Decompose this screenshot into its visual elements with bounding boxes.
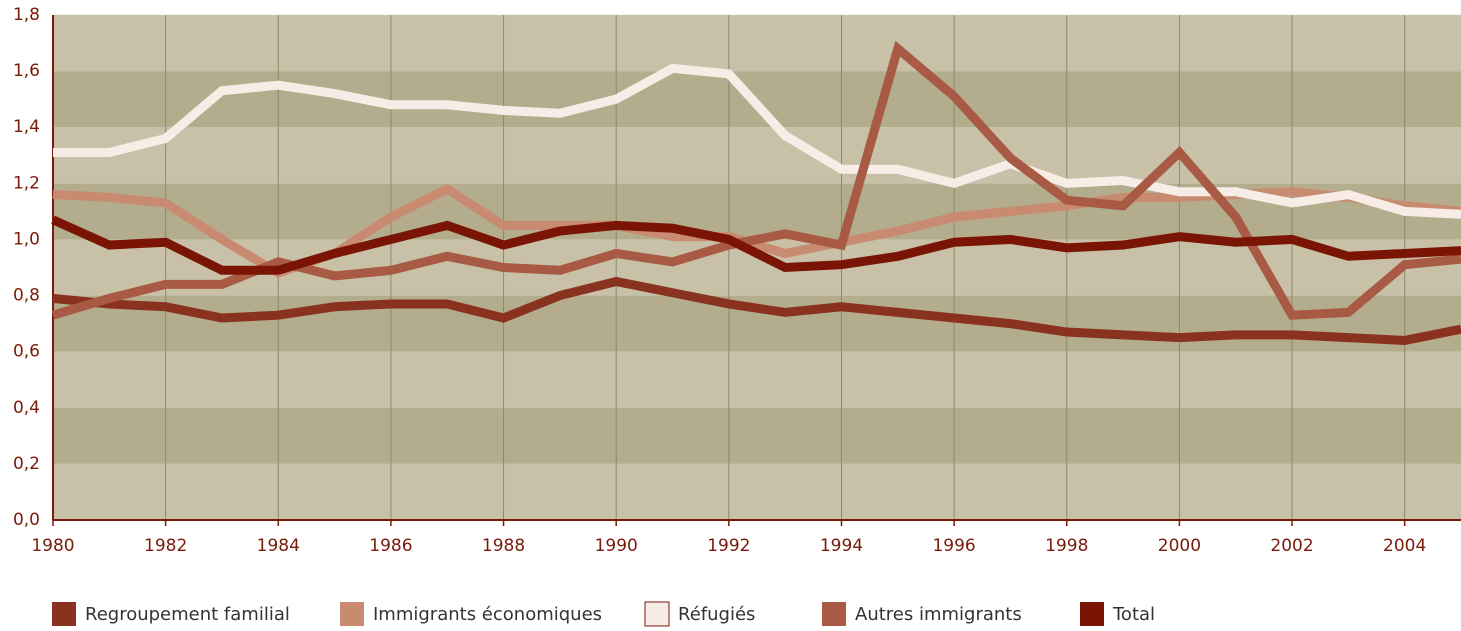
y-tick-label: 1,6 — [13, 61, 40, 81]
legend-item: Regroupement familial — [52, 602, 290, 626]
y-tick-label: 1,0 — [13, 229, 40, 249]
y-tick-label: 0,0 — [13, 510, 40, 530]
legend-swatch — [822, 602, 846, 626]
legend-swatch — [1080, 602, 1104, 626]
y-tick-label: 1,4 — [13, 117, 40, 137]
legend-item: Total — [1080, 602, 1155, 626]
x-tick-label: 1994 — [820, 536, 863, 556]
y-tick-label: 0,8 — [13, 286, 40, 306]
legend-label: Regroupement familial — [85, 604, 290, 625]
legend-swatch — [644, 601, 670, 627]
legend-swatch — [340, 602, 364, 626]
band — [53, 463, 1461, 520]
band — [53, 15, 1461, 72]
legend-item: Autres immigrants — [822, 602, 1022, 626]
y-tick-label: 0,6 — [13, 342, 40, 362]
y-tick-label: 0,4 — [13, 398, 40, 418]
x-tick-label: 2004 — [1383, 536, 1426, 556]
legend-label: Total — [1112, 604, 1155, 625]
x-tick-label: 2000 — [1158, 536, 1201, 556]
band — [53, 127, 1461, 184]
legend-swatch — [52, 602, 76, 626]
x-tick-label: 1982 — [144, 536, 187, 556]
y-tick-label: 1,8 — [13, 5, 40, 25]
x-tick-label: 2002 — [1270, 536, 1313, 556]
legend-label: Autres immigrants — [855, 604, 1022, 625]
x-tick-label: 1988 — [482, 536, 525, 556]
x-tick-label: 1996 — [932, 536, 975, 556]
legend-label: Réfugiés — [678, 604, 755, 625]
band — [53, 351, 1461, 408]
band — [53, 407, 1461, 464]
series-line — [52, 276, 1461, 345]
y-tick-label: 0,2 — [13, 454, 40, 474]
y-tick-label: 1,2 — [13, 173, 40, 193]
series-line — [53, 63, 1461, 219]
legend-label: Immigrants économiques — [373, 604, 602, 625]
x-tick-label: 1998 — [1045, 536, 1088, 556]
series-line — [51, 215, 1461, 275]
legend-item: Immigrants économiques — [340, 602, 602, 626]
x-tick-label: 1990 — [595, 536, 638, 556]
x-tick-label: 1984 — [257, 536, 300, 556]
x-tick-label: 1992 — [707, 536, 750, 556]
legend-item: Réfugiés — [644, 601, 755, 627]
x-tick-label: 1986 — [369, 536, 412, 556]
x-tick-label: 1980 — [31, 536, 74, 556]
